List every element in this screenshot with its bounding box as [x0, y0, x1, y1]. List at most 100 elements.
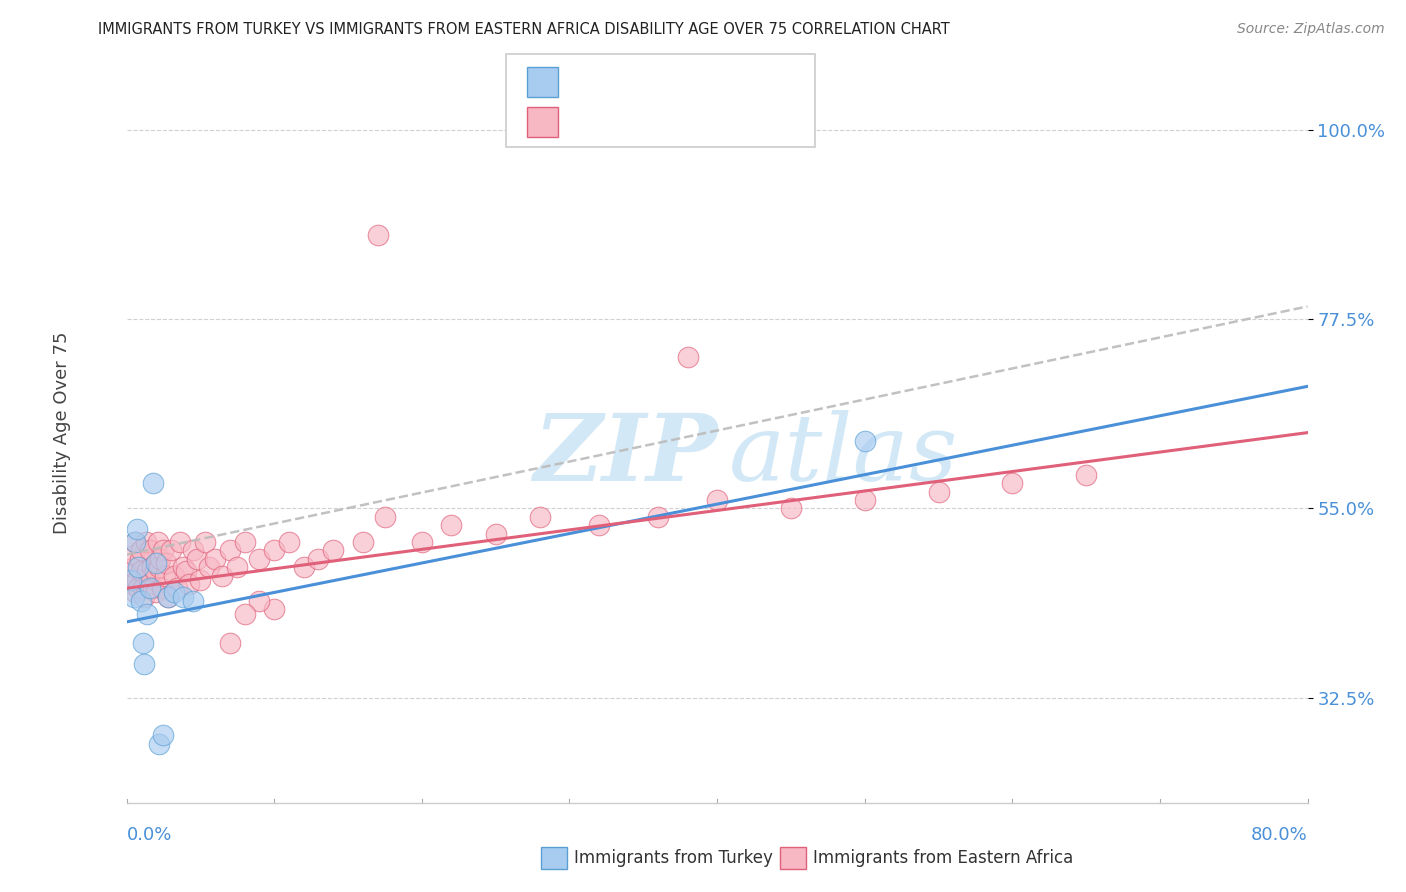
Point	[440, 518, 463, 533]
Point	[145, 556, 167, 570]
Point	[134, 590, 156, 604]
Point	[233, 607, 256, 621]
Point	[122, 590, 145, 604]
Point	[143, 565, 166, 579]
Point	[148, 737, 170, 751]
Point	[411, 535, 433, 549]
Point	[233, 535, 256, 549]
Point	[174, 565, 197, 579]
Point	[853, 434, 876, 448]
Point	[135, 535, 157, 549]
Point	[152, 543, 174, 558]
Point	[125, 522, 148, 536]
Point	[278, 535, 301, 549]
Point	[172, 590, 194, 604]
Point	[163, 585, 186, 599]
Point	[146, 535, 169, 549]
Point	[132, 581, 155, 595]
Point	[186, 551, 208, 566]
Point	[292, 560, 315, 574]
Point	[138, 577, 160, 591]
Point	[132, 636, 155, 650]
Point	[194, 535, 217, 549]
Point	[120, 565, 142, 579]
Point	[120, 573, 142, 587]
Point	[121, 577, 143, 591]
Point	[150, 581, 173, 595]
Point	[148, 560, 170, 574]
Point	[156, 590, 179, 604]
Point	[374, 509, 396, 524]
Point	[128, 551, 150, 566]
Point	[127, 560, 149, 574]
Text: Disability Age Over 75: Disability Age Over 75	[52, 331, 70, 534]
Text: 72: 72	[693, 113, 718, 131]
Point	[1076, 467, 1098, 482]
Point	[166, 581, 188, 595]
Text: 19: 19	[693, 73, 718, 91]
Point	[145, 585, 167, 599]
Point	[367, 227, 389, 242]
Point	[122, 560, 145, 574]
Point	[219, 636, 242, 650]
Point	[139, 543, 162, 558]
Text: Immigrants from Turkey: Immigrants from Turkey	[574, 849, 772, 867]
Point	[136, 607, 159, 621]
Point	[163, 568, 186, 582]
Point	[153, 568, 176, 582]
Point	[160, 543, 183, 558]
Point	[169, 535, 191, 549]
Point	[124, 535, 146, 549]
Text: IMMIGRANTS FROM TURKEY VS IMMIGRANTS FROM EASTERN AFRICA DISABILITY AGE OVER 75 : IMMIGRANTS FROM TURKEY VS IMMIGRANTS FRO…	[98, 22, 950, 37]
Point	[706, 492, 728, 507]
Point	[226, 560, 249, 574]
Text: 80.0%: 80.0%	[1251, 826, 1308, 845]
Point	[122, 548, 145, 562]
Point	[129, 565, 153, 579]
Point	[780, 501, 803, 516]
Point	[352, 535, 374, 549]
Point	[129, 594, 153, 608]
Point	[124, 535, 146, 549]
Point	[928, 484, 950, 499]
Point	[149, 551, 172, 566]
Point	[141, 560, 163, 574]
Point	[127, 581, 149, 595]
Point	[124, 585, 146, 599]
Point	[172, 560, 194, 574]
Point	[156, 590, 179, 604]
Point	[249, 594, 271, 608]
Point	[853, 492, 876, 507]
Point	[134, 657, 156, 671]
Text: N =: N =	[661, 73, 700, 91]
Point	[588, 518, 610, 533]
Point	[177, 577, 200, 591]
Point	[188, 573, 212, 587]
Point	[211, 568, 233, 582]
Point	[142, 581, 165, 595]
Point	[152, 729, 174, 743]
Point	[263, 602, 285, 616]
Point	[647, 509, 669, 524]
Point	[181, 543, 204, 558]
Text: 0.0%: 0.0%	[127, 826, 172, 845]
Point	[155, 556, 177, 570]
Text: ZIP: ZIP	[533, 409, 717, 500]
Point	[204, 551, 226, 566]
Text: 0.321: 0.321	[598, 113, 654, 131]
Point	[129, 543, 153, 558]
Point	[198, 560, 221, 574]
Point	[249, 551, 271, 566]
Point	[1001, 476, 1024, 491]
Point	[142, 476, 165, 491]
Text: 0.387: 0.387	[598, 73, 655, 91]
Point	[139, 581, 162, 595]
Text: N =: N =	[661, 113, 700, 131]
Text: R =: R =	[567, 73, 606, 91]
Point	[125, 573, 148, 587]
Text: Source: ZipAtlas.com: Source: ZipAtlas.com	[1237, 22, 1385, 37]
Point	[529, 509, 551, 524]
Point	[308, 551, 330, 566]
Point	[136, 565, 159, 579]
Point	[219, 543, 242, 558]
